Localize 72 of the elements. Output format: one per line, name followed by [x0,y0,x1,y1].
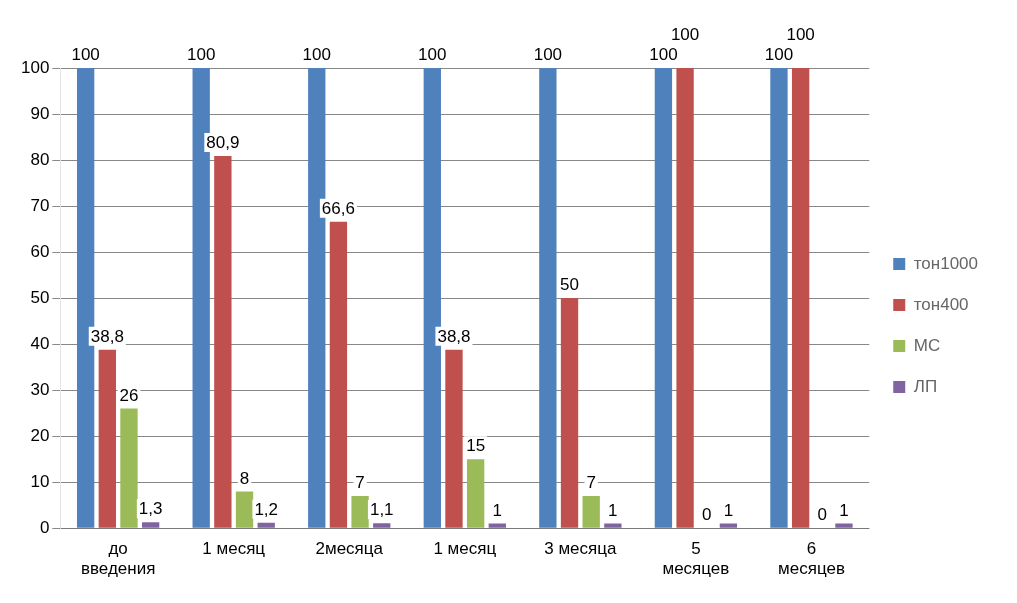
data-label: 1 [839,500,849,520]
y-tick-label: 30 [30,379,50,399]
y-tick-label: 10 [30,471,50,491]
data-label: 100 [71,45,100,65]
x-tick-label: 2месяца [315,539,384,559]
x-tick-label: 1 месяц [433,539,497,559]
x-tick-label: до введения [80,539,156,579]
data-label: 100 [764,45,794,65]
y-tick-label: 20 [30,425,50,445]
bar [791,68,810,528]
bar [445,349,463,528]
x-tick-label: 1 месяц [202,539,266,559]
bar [676,68,694,528]
data-label: 26 [119,385,139,405]
bar [770,68,788,528]
bar [235,491,254,528]
bar [257,522,275,528]
bar [835,523,853,528]
data-label: 1 [608,500,618,520]
y-tick-label: 100 [20,57,50,77]
bar [539,68,557,528]
legend-label: МС [913,335,941,355]
data-label: 100 [649,45,678,65]
legend-label: тон400 [913,294,969,314]
data-label: 1,3 [138,499,163,519]
data-label: 38,8 [437,326,471,346]
y-tick-label: 60 [30,241,50,261]
data-label: 0 [702,505,712,525]
bar [719,523,738,528]
bar [98,349,116,528]
bar [329,221,348,528]
data-label: 7 [586,473,596,493]
data-label: 38,8 [90,326,124,346]
data-label: 100 [187,45,216,65]
bar [351,495,369,528]
data-label: 8 [239,468,250,488]
y-tick-label: 0 [39,517,50,537]
bar [560,298,579,528]
bar [582,495,600,528]
bar [373,523,391,528]
bar [604,523,622,528]
bar [120,408,138,528]
data-label: 100 [418,45,447,65]
x-tick-label: 6 месяцев [778,539,845,579]
y-tick-label: 40 [30,333,50,353]
y-tick-label: 70 [30,195,50,215]
bar [141,522,160,528]
data-label: 15 [466,436,486,456]
data-label: 1,1 [369,500,394,520]
bar [214,155,232,528]
legend-label: тон1000 [913,253,979,273]
data-label: 1,2 [254,499,279,519]
bar [654,68,673,528]
bar [466,459,485,528]
y-tick-label: 80 [30,149,50,169]
data-label: 7 [355,473,365,493]
x-tick-label: 3 месяца [544,539,618,559]
y-tick-label: 50 [30,287,50,307]
data-label: 66,6 [321,198,355,218]
bar [488,523,506,528]
legend-label: ЛП [913,376,938,396]
data-label: 80,9 [206,133,240,153]
y-tick-label: 90 [30,103,50,123]
data-label: 100 [786,25,815,45]
data-label: 1 [723,500,734,520]
data-label: 100 [533,45,563,65]
data-label: 100 [302,45,331,65]
data-label: 50 [560,275,579,295]
data-label: 1 [492,500,503,520]
data-label: 0 [817,505,828,525]
data-label: 100 [670,25,700,45]
x-tick-label: 5 месяцев [662,539,730,579]
